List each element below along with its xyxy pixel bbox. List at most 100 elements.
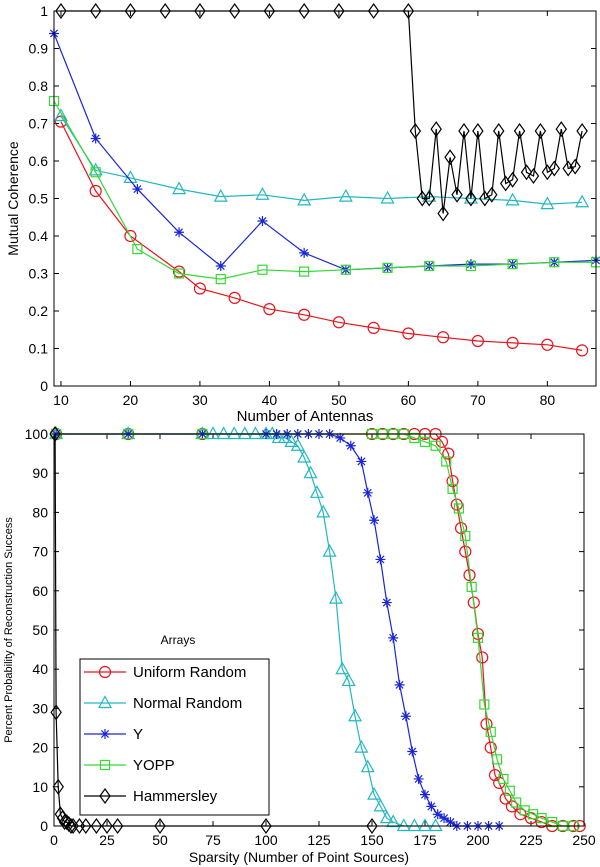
data-point: [375, 554, 386, 565]
data-point: [303, 465, 318, 479]
data-point: [345, 440, 356, 451]
data-point: [367, 321, 380, 334]
data-point: [460, 530, 471, 542]
data-point: [174, 227, 185, 238]
data-point: [562, 160, 574, 177]
data-point: [441, 456, 452, 467]
data-point: [463, 190, 478, 204]
x-tick-label: 80: [540, 392, 556, 408]
data-point: [90, 817, 103, 835]
data-point: [332, 316, 345, 329]
y-tick-label: 90: [32, 465, 48, 481]
legend: Arrays Uniform Random Normal Random Y YOPP Ha…: [79, 633, 270, 816]
y-tick-label: 1: [40, 3, 48, 19]
data-point: [471, 334, 484, 348]
data-point: [124, 2, 137, 20]
data-point: [409, 432, 420, 444]
data-point: [298, 308, 311, 321]
data-point: [575, 194, 590, 208]
y-tick-label: 0.9: [29, 41, 49, 57]
data-point: [437, 205, 449, 222]
y-tick-label: 0: [40, 378, 48, 394]
data-point: [536, 813, 547, 824]
data-point: [407, 818, 422, 832]
data-point: [548, 160, 561, 177]
x-tick-label: 125: [307, 832, 331, 848]
data-point: [388, 632, 399, 643]
y-tick-label: 0.5: [29, 191, 49, 207]
series-hammersley: [55, 2, 588, 222]
data-point: [90, 167, 101, 178]
data-point: [576, 122, 588, 140]
data-point: [413, 773, 424, 784]
data-point: [362, 487, 373, 498]
data-point: [445, 817, 456, 828]
data-point: [338, 188, 353, 202]
data-point: [278, 430, 293, 444]
x-tick-label: 225: [519, 832, 543, 848]
data-point: [335, 432, 346, 443]
data-point: [159, 2, 171, 20]
data-point: [451, 186, 463, 203]
data-point: [380, 190, 395, 204]
data-point: [228, 2, 241, 20]
data-point: [402, 327, 415, 340]
data-point: [263, 2, 276, 20]
series-yopp: [48, 95, 600, 285]
data-point: [442, 447, 455, 460]
x-tick-label: 20: [123, 392, 139, 408]
data-point: [513, 122, 526, 140]
data-point: [297, 449, 312, 463]
y-tick-label: 20: [32, 740, 48, 756]
data-point: [432, 809, 443, 820]
data-point: [569, 158, 581, 175]
plot-frame: [53, 433, 585, 827]
legend-label: Y: [133, 726, 143, 743]
y-tick-label: 0: [40, 818, 48, 834]
data-point: [444, 149, 456, 166]
y-tick-label: 30: [32, 700, 48, 716]
x-tick-label: 70: [470, 392, 486, 408]
data-point: [49, 425, 61, 443]
data-point: [381, 597, 392, 608]
data-point: [333, 2, 345, 20]
y-tick-label: 70: [32, 544, 48, 560]
data-point: [322, 543, 337, 557]
y-tick-label: 0.3: [29, 266, 49, 282]
data-point: [507, 259, 518, 270]
data-point: [541, 338, 554, 351]
x-tick-label: 10: [53, 392, 69, 408]
data-point: [228, 291, 241, 304]
data-point: [420, 789, 430, 800]
data-point: [419, 436, 431, 447]
data-point: [173, 268, 185, 279]
data-point: [309, 485, 324, 498]
data-point: [89, 184, 102, 198]
data-point: [540, 196, 555, 210]
data-point: [465, 259, 476, 270]
data-point: [486, 186, 498, 203]
data-point: [132, 184, 143, 195]
data-point: [111, 817, 124, 835]
data-point: [366, 817, 378, 835]
data-point: [257, 264, 268, 275]
data-point: [284, 434, 299, 447]
data-point: [465, 260, 477, 272]
y-tick-label: 0.2: [29, 303, 49, 319]
y-tick-label: 0.6: [29, 153, 49, 169]
data-point: [367, 786, 382, 800]
x-tick-label: 100: [254, 832, 278, 848]
data-point: [394, 679, 405, 690]
data-point: [257, 216, 268, 226]
plot-frame: [53, 10, 597, 387]
y-tick-label: 0.1: [29, 341, 49, 357]
x-tick-label: 0: [50, 832, 58, 848]
data-point: [88, 162, 103, 176]
series-line: [60, 115, 583, 205]
data-point: [437, 331, 450, 344]
data-point: [555, 121, 567, 138]
data-point: [55, 2, 67, 20]
data-point: [360, 759, 375, 773]
legend-marker: [97, 695, 113, 709]
